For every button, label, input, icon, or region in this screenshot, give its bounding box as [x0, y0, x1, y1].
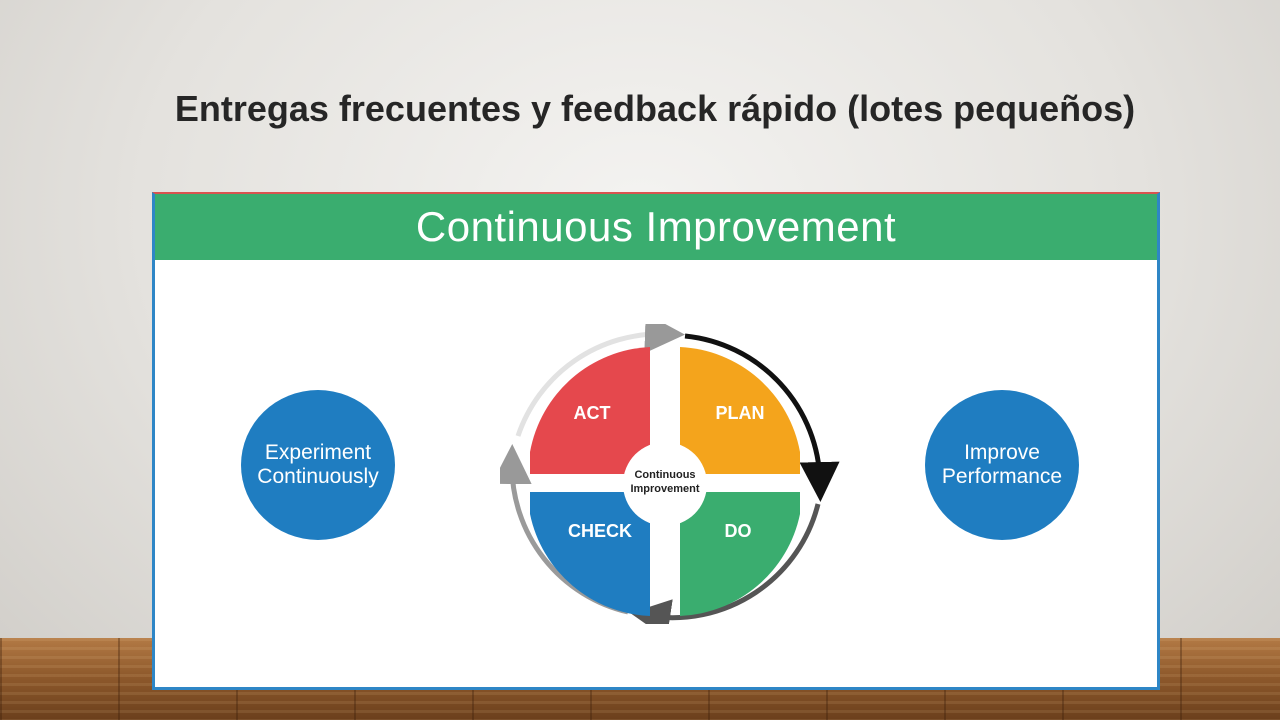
act-label: ACT	[574, 403, 611, 423]
act-to-plan-arrow	[515, 324, 685, 437]
diagram-panel: Continuous Improvement Experiment Contin…	[152, 192, 1160, 690]
improve-performance-circle: Improve Performance	[925, 390, 1079, 540]
center-disc	[623, 442, 707, 526]
plan-label: PLAN	[716, 403, 765, 423]
improve-performance-label: Improve Performance	[941, 441, 1063, 488]
center-label-line2: Improvement	[630, 483, 699, 495]
check-label: CHECK	[568, 521, 632, 541]
plan-quadrant	[680, 347, 800, 474]
center-label-line1: Continuous	[634, 469, 695, 481]
act-quadrant	[530, 347, 650, 474]
experiment-continuously-label: Experiment Continuously	[257, 441, 379, 488]
experiment-continuously-circle: Experiment Continuously	[241, 390, 395, 540]
banner-title: Continuous Improvement	[155, 194, 1157, 260]
slide-title: Entregas frecuentes y feedback rápido (l…	[174, 88, 1136, 129]
do-quadrant	[680, 492, 800, 616]
do-to-check-arrow	[630, 503, 821, 624]
plan-to-do-arrow	[684, 333, 840, 502]
check-quadrant	[530, 492, 650, 616]
do-label: DO	[725, 521, 752, 541]
pdca-cycle-diagram: ACT PLAN CHECK DO Continuous Improvement	[500, 324, 840, 624]
